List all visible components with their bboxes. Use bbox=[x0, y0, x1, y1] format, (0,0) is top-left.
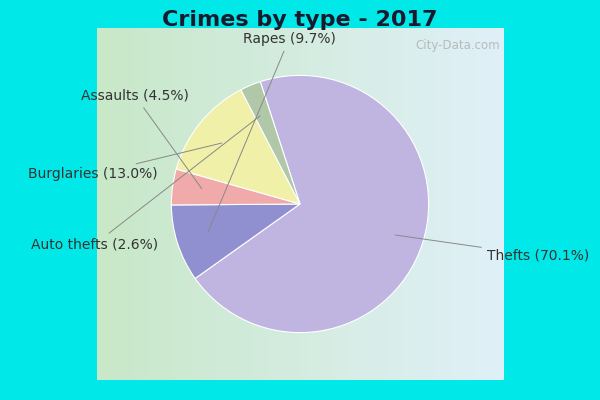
Wedge shape bbox=[172, 204, 300, 278]
Wedge shape bbox=[176, 90, 300, 204]
Wedge shape bbox=[195, 75, 428, 333]
Text: Crimes by type - 2017: Crimes by type - 2017 bbox=[162, 10, 438, 30]
Text: Rapes (9.7%): Rapes (9.7%) bbox=[208, 32, 335, 232]
Text: Burglaries (13.0%): Burglaries (13.0%) bbox=[28, 143, 222, 181]
Wedge shape bbox=[172, 169, 300, 205]
Text: Auto thefts (2.6%): Auto thefts (2.6%) bbox=[31, 116, 260, 252]
Text: Assaults (4.5%): Assaults (4.5%) bbox=[81, 89, 202, 189]
Text: Thefts (70.1%): Thefts (70.1%) bbox=[395, 235, 589, 262]
Text: City-Data.com: City-Data.com bbox=[416, 39, 500, 52]
Wedge shape bbox=[241, 82, 300, 204]
